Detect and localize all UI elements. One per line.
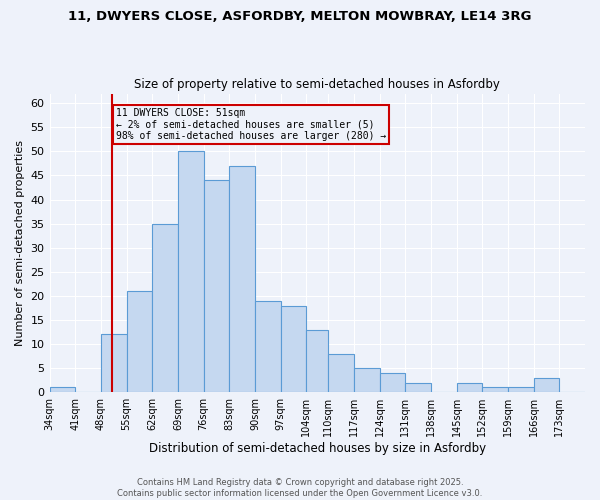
Bar	[152, 224, 178, 392]
Text: Contains HM Land Registry data © Crown copyright and database right 2025.
Contai: Contains HM Land Registry data © Crown c…	[118, 478, 482, 498]
Bar	[101, 334, 127, 392]
Bar	[328, 354, 354, 392]
X-axis label: Distribution of semi-detached houses by size in Asfordby: Distribution of semi-detached houses by …	[149, 442, 486, 455]
Bar	[354, 368, 380, 392]
Bar	[127, 291, 152, 392]
Bar	[178, 152, 203, 392]
Bar	[306, 330, 328, 392]
Title: Size of property relative to semi-detached houses in Asfordby: Size of property relative to semi-detach…	[134, 78, 500, 91]
Bar	[533, 378, 559, 392]
Bar	[380, 373, 405, 392]
Text: 11, DWYERS CLOSE, ASFORDBY, MELTON MOWBRAY, LE14 3RG: 11, DWYERS CLOSE, ASFORDBY, MELTON MOWBR…	[68, 10, 532, 23]
Bar	[405, 382, 431, 392]
Y-axis label: Number of semi-detached properties: Number of semi-detached properties	[15, 140, 25, 346]
Bar	[229, 166, 255, 392]
Bar	[281, 306, 306, 392]
Bar	[457, 382, 482, 392]
Bar	[255, 300, 281, 392]
Text: 11 DWYERS CLOSE: 51sqm
← 2% of semi-detached houses are smaller (5)
98% of semi-: 11 DWYERS CLOSE: 51sqm ← 2% of semi-deta…	[116, 108, 386, 141]
Bar	[203, 180, 229, 392]
Bar	[508, 388, 533, 392]
Bar	[50, 388, 75, 392]
Bar	[482, 388, 508, 392]
